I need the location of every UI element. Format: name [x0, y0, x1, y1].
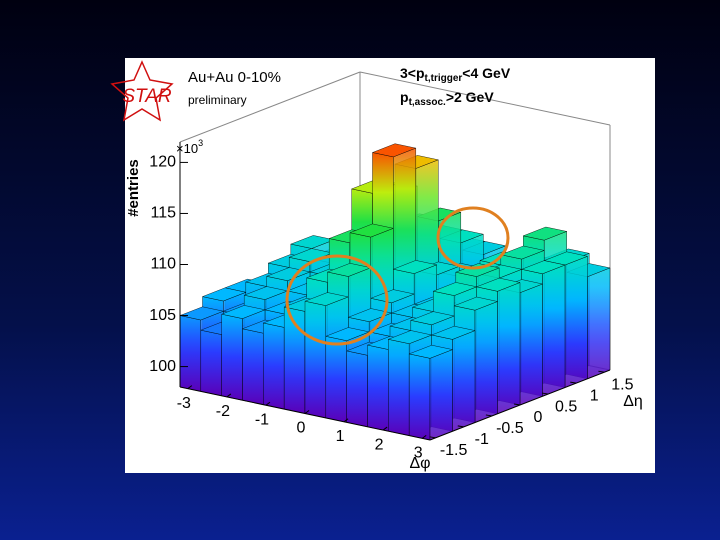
z-tick-label: 115 — [150, 205, 176, 222]
annotation-text: p — [400, 89, 409, 105]
axes: 100 105 110 115 120 -3 -2 -1 0 1 2 3 -1.5 -1 -0.5 0 0.5 1… — [149, 142, 634, 462]
bar-side — [452, 330, 476, 432]
bar-top — [500, 245, 545, 260]
bar-top — [371, 143, 417, 158]
bar-top — [221, 305, 266, 319]
bar-front — [346, 350, 368, 428]
highlight-circle — [436, 206, 510, 270]
z-multiplier: ×103 — [176, 138, 203, 156]
y-axis-label: Δη — [623, 393, 643, 410]
bar-side — [429, 349, 453, 441]
bar-top — [392, 260, 438, 274]
bar-side — [564, 256, 588, 388]
title: Au+Au 0-10% — [188, 69, 281, 86]
subtitle: preliminary — [188, 93, 247, 107]
y-tick — [457, 425, 464, 428]
y-tick-label: 0 — [534, 409, 543, 426]
bar-front — [388, 339, 410, 436]
bar-top — [476, 277, 521, 292]
z-multiplier-base: ×10 — [176, 141, 198, 156]
x-tick — [343, 418, 349, 423]
z-tick-label: 105 — [149, 307, 176, 324]
bar-front — [367, 344, 389, 432]
bar-top — [349, 223, 394, 238]
bar-top — [521, 260, 566, 275]
bar-front — [179, 315, 202, 392]
x-tick — [304, 410, 310, 414]
y-tick — [485, 414, 492, 417]
annotation-tail: >2 GeV — [446, 89, 495, 105]
x-tick-label: -1 — [255, 411, 269, 428]
bar-side — [519, 283, 543, 406]
x-tick — [382, 426, 388, 431]
bar-front — [200, 329, 222, 397]
frame-line — [179, 71, 361, 143]
y-tick-label: 0.5 — [555, 398, 577, 415]
bar-front — [263, 322, 285, 410]
bar-top — [408, 344, 454, 359]
x-tick — [265, 401, 271, 406]
z-axis-label: #entries — [125, 159, 142, 217]
bar-top — [387, 330, 433, 344]
y-tick-label: -1 — [475, 431, 489, 448]
annotation: 3<pt,trigger<4 GeV — [400, 65, 511, 84]
y-tick-label: 1 — [590, 387, 599, 404]
y-tick — [429, 436, 436, 439]
z-multiplier-exp: 3 — [198, 138, 203, 148]
frame-line — [359, 71, 611, 126]
y-tick-label: -1.5 — [440, 442, 468, 459]
x-tick — [187, 385, 193, 390]
bar-top — [431, 325, 476, 340]
y-tick — [598, 370, 605, 373]
x-tick — [421, 434, 427, 439]
bar-side — [474, 301, 498, 423]
bar-top — [201, 287, 247, 302]
x-axis-label: Δφ — [409, 455, 430, 472]
bar-top — [522, 226, 568, 241]
y-tick — [570, 381, 577, 384]
y-tick — [513, 403, 521, 406]
logo-star — [110, 60, 174, 122]
bar-side — [542, 264, 566, 397]
bar-top — [179, 306, 224, 321]
bar-top — [347, 308, 393, 322]
logo-text: STAR — [122, 86, 172, 107]
x-tick-label: 0 — [297, 420, 306, 437]
bar-front — [325, 336, 347, 423]
x-tick-label: -2 — [216, 403, 230, 420]
z-tick-label: 110 — [150, 256, 176, 273]
y-tick-label: 1.5 — [611, 376, 633, 393]
x-tick-label: 2 — [375, 436, 384, 453]
bar-side — [497, 282, 521, 415]
bar-side — [587, 267, 611, 380]
bar-top — [432, 282, 478, 296]
bar-front — [409, 353, 431, 441]
annotation-tail: <4 GeV — [462, 65, 511, 81]
y-tick — [542, 392, 549, 395]
x-tick — [226, 393, 232, 398]
x-tick-label: 3 — [414, 445, 423, 462]
highlight-circle — [285, 254, 389, 346]
x-tick-label: -3 — [177, 395, 191, 412]
z-tick-label: 100 — [149, 358, 176, 375]
annotation-sub: t,assoc. — [409, 97, 446, 108]
annotation-text: 3<p — [400, 65, 425, 81]
bar-top — [410, 311, 455, 326]
bar-top — [453, 296, 499, 311]
y-tick-label: -0.5 — [496, 420, 524, 437]
annotation-sub: t,trigger — [425, 73, 463, 84]
bar-front — [221, 313, 243, 401]
bar-top — [304, 292, 350, 306]
bar-front — [304, 300, 326, 419]
bar-top — [455, 263, 500, 277]
annotation: pt,assoc.>2 GeV — [400, 89, 494, 108]
z-tick-label: 120 — [149, 154, 176, 171]
x-tick-label: 1 — [336, 428, 345, 445]
bar-front — [242, 328, 264, 405]
